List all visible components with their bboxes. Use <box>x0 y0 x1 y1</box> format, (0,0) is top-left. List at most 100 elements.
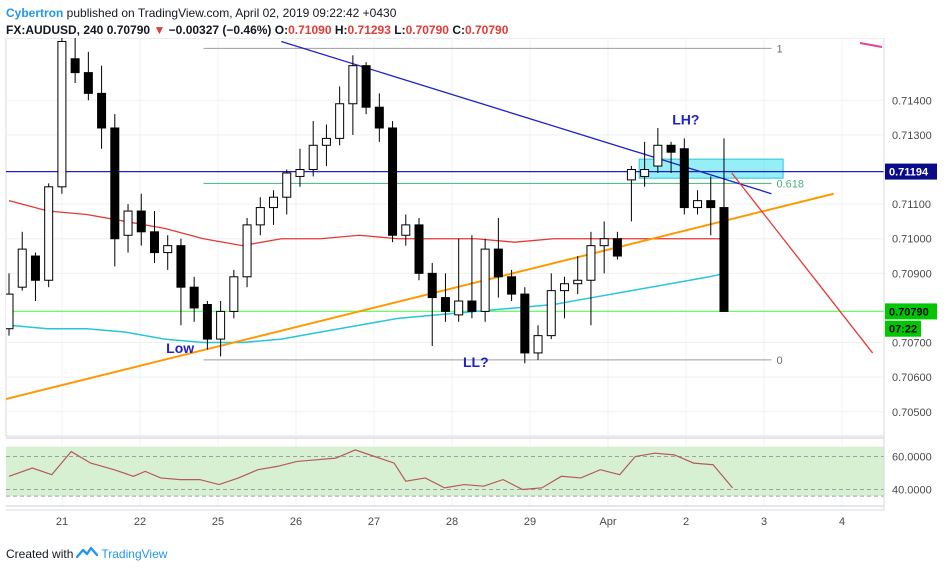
candle-body <box>719 207 729 312</box>
candle <box>626 166 636 222</box>
candle-body <box>242 224 252 278</box>
candle <box>693 190 703 215</box>
candle-body <box>123 210 133 236</box>
candle-body <box>189 286 199 309</box>
annotation-label: Low <box>166 340 194 356</box>
candle <box>269 190 279 225</box>
rsi-line <box>8 449 733 491</box>
candle <box>719 138 729 312</box>
chart-labels: 1 0.618 0 Low LL? LH? <box>166 43 804 369</box>
candle-body <box>559 283 569 292</box>
candle <box>361 62 371 115</box>
ohlc-high-label: H: <box>334 23 348 37</box>
tradingview-brand[interactable]: TradingView <box>101 546 168 561</box>
candle-body <box>454 300 464 316</box>
x-tick-label: 4 <box>839 516 845 528</box>
candle-body <box>467 300 477 312</box>
price-tag <box>885 303 937 320</box>
candle-body <box>679 148 689 209</box>
candle <box>640 141 650 187</box>
symbol-info: FX:AUDUSD, 240 0.70790 ▼ −0.00327 (−0.46… <box>6 22 508 39</box>
drawing-fragment <box>859 42 883 48</box>
x-tick-label: 28 <box>446 516 458 528</box>
candle <box>44 183 54 288</box>
candle <box>533 325 543 360</box>
candle <box>216 301 226 357</box>
candle-body <box>176 245 186 288</box>
candle <box>17 231 27 291</box>
candle-body <box>626 169 636 181</box>
candle <box>202 301 212 350</box>
x-tick-label: 25 <box>212 516 224 528</box>
y-tick-label: 0.70900 <box>892 268 932 280</box>
candle-body <box>666 144 676 153</box>
tradingview-logo-icon <box>76 545 99 562</box>
candle <box>229 269 239 319</box>
candle-body <box>546 290 556 337</box>
fib-label: 0 <box>776 355 782 367</box>
last-price: 0.70790 <box>106 23 151 37</box>
candle <box>653 127 663 173</box>
price-change: −0.00327 (−0.46%) <box>168 23 272 37</box>
candle <box>163 235 173 270</box>
y-tick-label: 0.70700 <box>892 338 932 350</box>
candle-body <box>308 144 318 171</box>
y-tick-label: 0.71300 <box>892 130 932 142</box>
candle-body <box>388 127 398 236</box>
candle <box>679 138 689 215</box>
x-tick-label: 26 <box>290 516 302 528</box>
x-tick-label: 22 <box>134 516 146 528</box>
candle <box>242 217 252 288</box>
candle <box>612 231 622 260</box>
candle-body <box>440 297 450 312</box>
candle <box>559 276 569 319</box>
candle-body <box>70 58 80 74</box>
y-tick-label: 0.71100 <box>892 199 931 211</box>
author-link[interactable]: Cybertron <box>6 6 64 20</box>
candle <box>427 262 437 347</box>
price-tag-label: 07:22 <box>889 324 917 336</box>
price-tag-label: 0.71194 <box>889 167 929 179</box>
candle <box>110 114 120 267</box>
candlesticks <box>6 38 729 364</box>
x-tick-label: 21 <box>56 516 68 528</box>
candle <box>282 169 292 215</box>
chart-grid <box>6 38 884 506</box>
price-tag <box>885 320 921 337</box>
candle-body <box>533 335 543 354</box>
down-arrow-icon: ▼ <box>153 23 166 37</box>
candle-body <box>493 248 503 278</box>
candle <box>321 124 331 167</box>
candle-body <box>202 303 212 340</box>
candle-body <box>586 245 596 281</box>
candle-body <box>255 207 265 226</box>
moving-average-cyan <box>8 272 725 344</box>
ohlc-close-label: C: <box>452 23 465 37</box>
candle <box>308 121 318 177</box>
candle <box>414 217 424 281</box>
candle-body <box>57 40 67 188</box>
candle <box>30 252 40 302</box>
candle-body <box>149 231 159 254</box>
candle <box>454 238 464 322</box>
candle <box>149 211 159 263</box>
candle <box>176 238 186 326</box>
y-tick-label: 0.71400 <box>892 95 932 107</box>
candle <box>440 273 450 322</box>
candle-body <box>612 238 622 257</box>
candle <box>520 287 530 364</box>
candle-body <box>83 72 93 94</box>
price-tag <box>885 163 937 180</box>
candle-body <box>374 106 384 129</box>
candle-body <box>335 103 345 139</box>
ohlc-high: 0.71293 <box>347 23 391 37</box>
candle-body <box>136 210 146 233</box>
candle <box>546 273 556 340</box>
candle-body <box>30 255 40 281</box>
candle-body <box>507 276 517 295</box>
rsi-tick-label: 40.0000 <box>892 485 932 497</box>
x-tick-label: 27 <box>368 516 380 528</box>
candle-body <box>640 169 650 177</box>
candle-body <box>110 127 120 240</box>
